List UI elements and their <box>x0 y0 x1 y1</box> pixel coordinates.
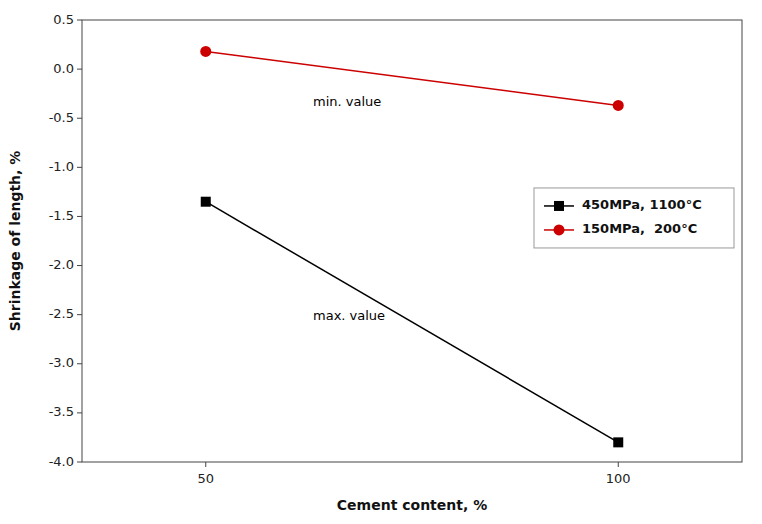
x-tick <box>205 462 206 467</box>
y-tick <box>77 363 82 364</box>
chart: 0.5 0.0 -0.5 -1.0 -1.5 -2.0 -2.5 -3.0 -3.5 -4.0 50… <box>0 0 762 524</box>
y-tick <box>77 412 82 413</box>
point <box>613 100 624 111</box>
y-tick-label: -3.5 <box>49 404 74 419</box>
y-tick <box>77 265 82 266</box>
x-tick-label: 100 <box>606 471 631 486</box>
y-tick-label: -2.5 <box>49 306 74 321</box>
y-tick-label: 0.5 <box>53 12 74 27</box>
legend-label: 450MPa, 1100°C <box>582 197 702 212</box>
annotation: min. value <box>313 94 381 109</box>
y-tick-label: -4.0 <box>49 454 74 469</box>
y-tick <box>77 314 82 315</box>
y-axis-label: Shrinkage of length, % <box>7 151 23 332</box>
annotation: max. value <box>313 308 385 323</box>
y-tick-label: -1.5 <box>49 208 74 223</box>
x-tick-label: 50 <box>197 471 214 486</box>
y-tick <box>77 20 82 21</box>
series <box>201 197 624 448</box>
y-tick-label: -2.0 <box>49 257 74 272</box>
y-tick <box>77 216 82 217</box>
point <box>201 197 211 207</box>
point <box>613 437 623 447</box>
x-tick <box>618 462 619 467</box>
x-axis-label: Cement content, % <box>337 497 487 513</box>
y-tick <box>77 462 82 463</box>
y-tick <box>77 167 82 168</box>
series-line <box>206 51 619 105</box>
y-tick-label: -3.0 <box>49 355 74 370</box>
y-tick-label: -0.5 <box>49 110 74 125</box>
series <box>200 46 624 111</box>
legend-box <box>534 188 734 248</box>
legend-marker <box>554 201 564 211</box>
y-tick-label: -1.0 <box>49 159 74 174</box>
legend-marker <box>554 224 565 235</box>
y-tick <box>77 118 82 119</box>
plot-frame <box>82 20 742 462</box>
point <box>200 46 211 57</box>
y-tick-label: 0.0 <box>53 61 74 76</box>
legend-label: 150MPa, 200°C <box>582 221 697 236</box>
axes: 0.5 0.0 -0.5 -1.0 -1.5 -2.0 -2.5 -3.0 -3.5 -4.0 50… <box>49 12 631 487</box>
legend: 450MPa, 1100°C 150MPa, 200°C <box>534 188 734 248</box>
y-tick <box>77 69 82 70</box>
